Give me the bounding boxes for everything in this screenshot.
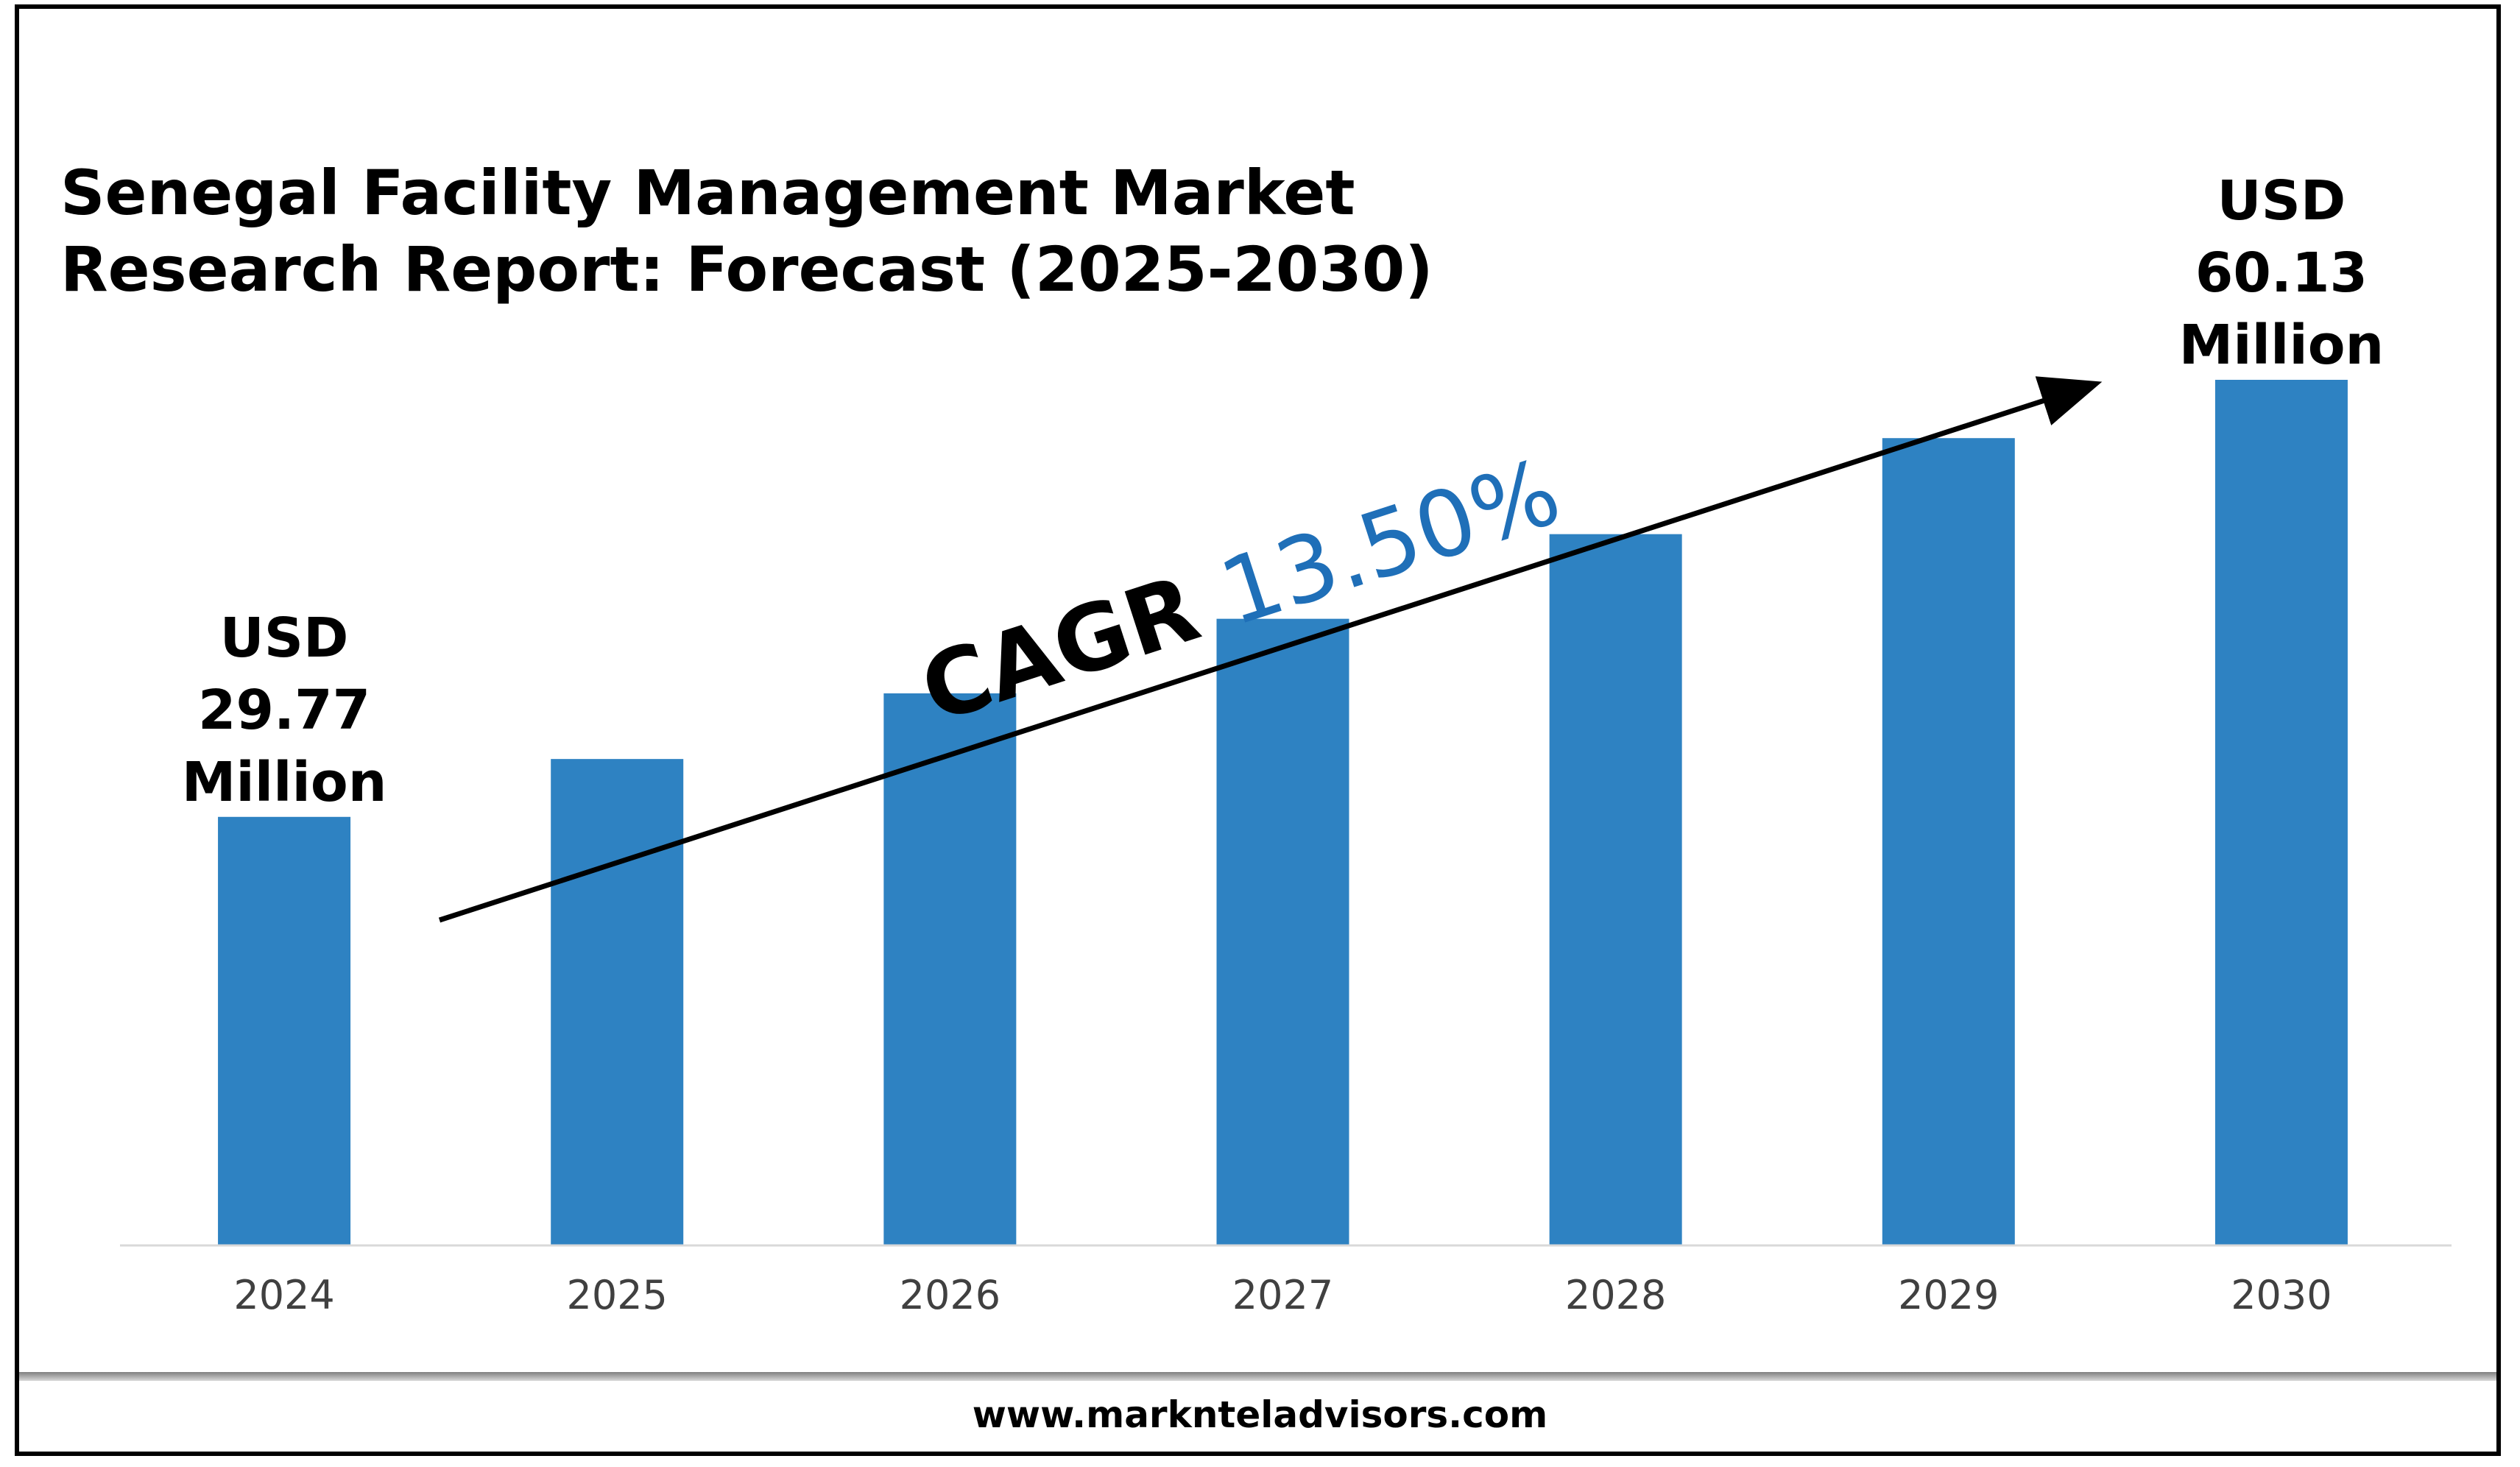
chart-title: Senegal Facility Management Market Resea… <box>60 155 1459 308</box>
bar-2030 <box>2214 380 2348 1245</box>
chart-title-line-1: Senegal Facility Management Market <box>60 157 1355 229</box>
value-label-last-line-2: 60.13 <box>2195 241 2368 305</box>
chart-frame <box>15 4 2501 1456</box>
cagr-trend-arrow <box>438 376 2103 923</box>
bar-2029 <box>1882 438 2015 1245</box>
bar-2024 <box>218 816 351 1245</box>
bar-series <box>218 380 2348 1245</box>
chart-title-line-2: Research Report: Forecast (2025-2030) <box>60 233 1433 305</box>
x-tick-label-2026: 2026 <box>900 1272 1000 1318</box>
value-label-first-line-2: 29.77 <box>198 679 370 742</box>
x-tick-label-2028: 2028 <box>1565 1272 1666 1318</box>
value-label-last-line-3: Million <box>2179 314 2385 377</box>
bar-2028 <box>1549 534 1682 1245</box>
bar-2027 <box>1216 618 1349 1245</box>
x-tick-label-2027: 2027 <box>1232 1272 1333 1318</box>
x-axis-tick-labels: 2024 2025 2026 2027 2028 2029 2030 <box>233 1272 2332 1318</box>
x-tick-label-2029: 2029 <box>1898 1272 1999 1318</box>
bar-2026 <box>883 693 1017 1245</box>
cagr-value: 13.50% <box>1208 439 1572 647</box>
x-tick-label-2030: 2030 <box>2231 1272 2332 1318</box>
value-label-first-line-1: USD <box>220 607 349 670</box>
value-label-first-line-3: Million <box>182 751 387 814</box>
footer-url: www.marknteladvisors.com <box>972 1393 1548 1436</box>
x-tick-label-2025: 2025 <box>566 1272 667 1318</box>
footer-divider <box>19 1372 2496 1381</box>
value-label-last-line-1: USD <box>2217 169 2346 233</box>
x-tick-label-2024: 2024 <box>233 1272 334 1318</box>
value-labels: USD 29.77 Million USD 60.13 Million <box>182 169 2384 814</box>
bar-2025 <box>551 759 684 1245</box>
